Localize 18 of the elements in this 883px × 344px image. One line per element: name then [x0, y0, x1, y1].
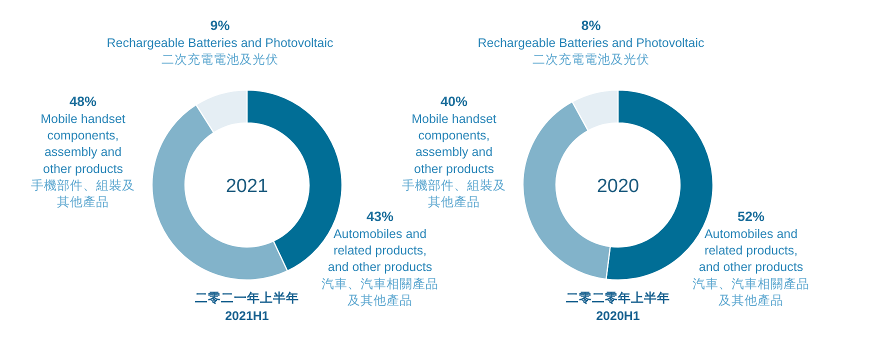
text: 2020 [596, 176, 640, 197]
text: 二零二零年上半年 [566, 291, 670, 305]
slice-label: Mobile handset components, assembly and other products 手機部件、組裝及其他產品 [402, 112, 506, 209]
data-label: 9% [210, 18, 230, 33]
text: 2021 [226, 176, 268, 197]
data-label: 40% [440, 94, 468, 109]
data-label: 48% [69, 94, 97, 109]
slice-label: Rechargeable Batteries and Photovoltaic 二次充電電池及光伏 [106, 36, 334, 67]
text: 2020H1 [596, 309, 640, 323]
data-label: 43% [366, 209, 394, 224]
data-label: 52% [737, 209, 765, 224]
slice-label: Automobiles and related products, and other products 汽車、汽車相關產品及其他產品 [322, 227, 438, 308]
slice-label: Rechargeable Batteries and Photovoltaic 二次充電電池及光伏 [478, 36, 704, 67]
text: 二零二一年上半年 [195, 291, 299, 305]
data-label: 8% [581, 18, 601, 33]
slice-label: Automobiles and related products, and other products 汽車、汽車相關產品及其他產品 [692, 227, 810, 308]
text: 2021H1 [225, 309, 269, 323]
slice-label: Mobile handset components, assembly and other products 手機部件、組裝及其他產品 [31, 112, 135, 209]
